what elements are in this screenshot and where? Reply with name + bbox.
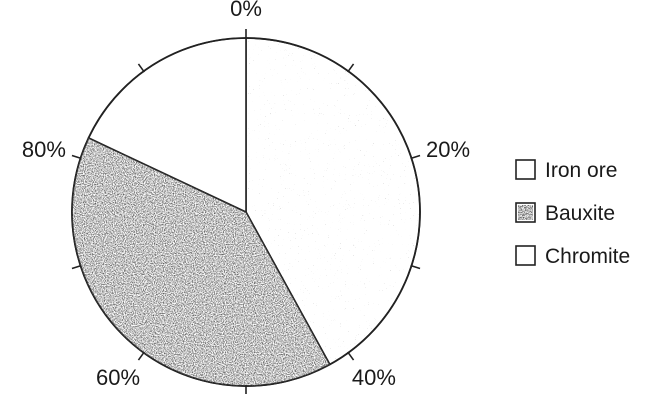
legend-item-iron-ore: Iron ore bbox=[515, 159, 617, 182]
pie-tick-10 bbox=[347, 63, 355, 73]
pie-ticks bbox=[71, 29, 421, 394]
legend-swatch-iron-ore bbox=[515, 159, 536, 180]
pie-tick-20 bbox=[410, 154, 421, 160]
pie-slice-texture-bauxite bbox=[71, 137, 330, 387]
legend: Iron ore Bauxite Chromite bbox=[515, 159, 630, 268]
tick-label-40: 40% bbox=[352, 365, 396, 390]
pie-tick-60 bbox=[137, 351, 145, 361]
legend-item-chromite: Chromite bbox=[515, 245, 630, 268]
tick-label-20: 20% bbox=[426, 137, 470, 162]
pie-tick-90 bbox=[137, 63, 145, 73]
pie-tick-labels: 0% 20% 40% 60% 80% bbox=[22, 0, 470, 390]
tick-label-60: 60% bbox=[96, 365, 140, 390]
tick-label-80: 80% bbox=[22, 137, 66, 162]
slice-textures bbox=[71, 37, 421, 387]
legend-swatch-chromite bbox=[515, 245, 536, 266]
pie-tick-80 bbox=[71, 154, 82, 160]
pie-tick-30 bbox=[410, 264, 421, 270]
tick-label-0: 0% bbox=[230, 0, 262, 21]
legend-label-chromite: Chromite bbox=[545, 245, 630, 268]
pie-tick-40 bbox=[347, 351, 355, 361]
legend-swatch-texture-bauxite bbox=[518, 205, 533, 220]
pie-slice-texture-iron-ore bbox=[246, 37, 421, 365]
legend-label-iron-ore: Iron ore bbox=[545, 159, 617, 182]
legend-label-bauxite: Bauxite bbox=[545, 202, 615, 225]
pie-tick-70 bbox=[71, 264, 82, 270]
legend-item-bauxite: Bauxite bbox=[515, 202, 615, 225]
